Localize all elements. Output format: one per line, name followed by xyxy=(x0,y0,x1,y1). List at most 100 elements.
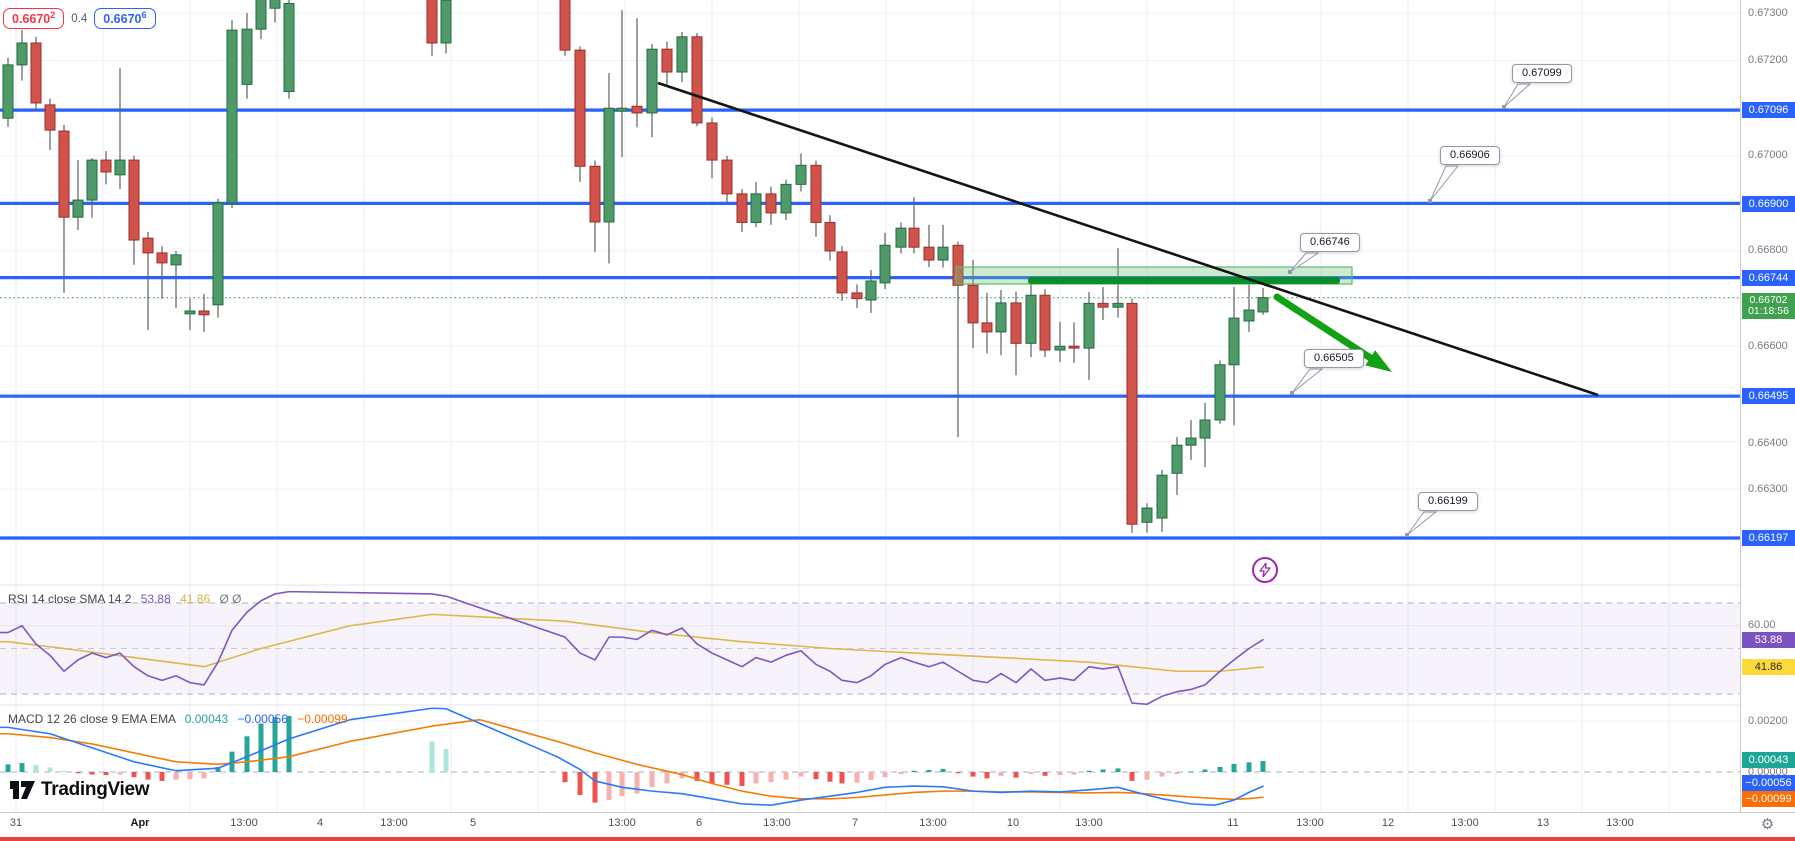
macd-histogram-bar xyxy=(429,741,435,772)
sell-price-pip: 2 xyxy=(50,10,56,20)
macd-histogram-bar xyxy=(970,772,976,777)
time-axis-label: 13:00 xyxy=(1296,817,1324,829)
macd-histogram-bar xyxy=(1042,772,1048,776)
rsi-legend[interactable]: RSI 14 close SMA 14 2 53.88 41.86 Ø Ø xyxy=(8,592,242,606)
series-line xyxy=(0,613,1264,673)
time-axis-label: Apr xyxy=(130,817,150,829)
macd-histogram-bar xyxy=(882,772,888,778)
series-line xyxy=(0,718,1264,801)
macd-histogram-bar xyxy=(649,772,655,788)
candles xyxy=(2,0,1269,533)
spread-value: 0.4 xyxy=(71,12,88,25)
price-axis-label: 0.66600 xyxy=(1748,340,1788,352)
macd-histogram-bar xyxy=(1115,768,1121,772)
tradingview-logo-icon xyxy=(10,781,35,799)
macd-histogram-bar xyxy=(1057,772,1063,776)
price-badge-0.67096: 0.67096 xyxy=(1742,102,1795,118)
rsi-axis-label: 60.00 xyxy=(1748,619,1776,631)
macd-histogram-bar xyxy=(187,772,193,780)
price-callout-0.66199[interactable]: 0.66199 xyxy=(1418,492,1478,511)
time-axis-label: 13:00 xyxy=(763,817,791,829)
macd-histogram-bar xyxy=(5,764,11,772)
series-line xyxy=(0,590,1264,706)
tradingview-logo[interactable]: TradingView xyxy=(10,779,150,801)
sell-price-button[interactable]: 0.66702 xyxy=(3,8,65,30)
macd-histogram-bar xyxy=(1174,772,1180,775)
bottom-red-divider xyxy=(0,837,1795,841)
price-callout-0.66746[interactable]: 0.66746 xyxy=(1300,233,1360,252)
macd-histogram-bar xyxy=(1144,772,1150,780)
time-axis-label: 13:00 xyxy=(1451,817,1479,829)
macd-histogram-bar xyxy=(1086,770,1092,772)
macd-histogram-bar xyxy=(1217,766,1223,772)
price-callout-0.66906[interactable]: 0.66906 xyxy=(1440,146,1500,165)
bearish-arrow-head xyxy=(1365,350,1392,372)
series-line xyxy=(0,707,1264,806)
gear-icon[interactable]: ⚙ xyxy=(1760,816,1775,833)
macd-histogram-bar xyxy=(739,772,745,787)
macd-histogram-bar xyxy=(783,772,789,780)
descending-trendline[interactable] xyxy=(657,81,1599,397)
macd-histogram-bar xyxy=(984,772,990,779)
macd-histogram-bar xyxy=(898,772,904,775)
macd-histogram-bar xyxy=(827,772,833,782)
macd-histogram-bar xyxy=(634,772,640,794)
macd-histogram-bar xyxy=(868,772,874,781)
price-axis-label: 0.66800 xyxy=(1748,244,1788,256)
time-axis-label: 13:00 xyxy=(919,817,947,829)
buy-price-button[interactable]: 0.66706 xyxy=(94,8,156,30)
macd-axis-label: 0.00200 xyxy=(1748,715,1788,727)
macd-histogram-bar xyxy=(244,736,250,772)
macd-histogram-bar xyxy=(61,770,67,772)
macd-histogram-bar xyxy=(619,772,625,797)
macd-histogram-bar xyxy=(940,768,946,772)
macd-histogram-bar xyxy=(173,772,179,780)
macd-hist-value: 0.00043 xyxy=(184,712,229,726)
macd-histogram-bar xyxy=(798,772,804,777)
time-axis-label: 10 xyxy=(1006,817,1020,829)
time-axis-label: 13:00 xyxy=(380,817,408,829)
macd-histogram-bar xyxy=(145,772,151,780)
macd-histogram-bar xyxy=(1028,772,1034,775)
macd-histogram-bar xyxy=(955,772,961,774)
price-axis[interactable]: 0.67300 0.67200 0.67000 0.66800 0.66600 0.664… xyxy=(1740,0,1795,812)
macd-histogram-bar xyxy=(1071,772,1077,775)
price-callout-0.67099[interactable]: 0.67099 xyxy=(1512,64,1572,83)
time-axis-label: 12 xyxy=(1381,817,1395,829)
macd-histogram-bar xyxy=(33,764,39,772)
zone-thick-line[interactable] xyxy=(1028,277,1340,284)
current-price-value: 0.66702 xyxy=(1749,294,1788,306)
price-axis-label: 0.67300 xyxy=(1748,7,1788,19)
quote-widget: 0.66702 0.4 0.66706 xyxy=(3,8,156,30)
macd-histogram-bar xyxy=(159,772,165,781)
macd-histogram-bar xyxy=(1159,772,1165,777)
chart-canvas[interactable] xyxy=(0,0,1740,812)
lightning-icon[interactable] xyxy=(1252,557,1278,583)
macd-histogram-bar xyxy=(47,767,53,772)
macd-legend[interactable]: MACD 12 26 close 9 EMA EMA 0.00043 −0.00… xyxy=(8,712,348,726)
price-badge-0.66197: 0.66197 xyxy=(1742,530,1795,546)
price-badge-0.00043: 0.00043 xyxy=(1742,752,1795,768)
macd-histogram-bar xyxy=(215,766,221,772)
tradingview-logo-text: TradingView xyxy=(41,779,150,800)
macd-histogram-bar xyxy=(1013,772,1019,778)
macd-histogram-bar xyxy=(839,772,845,784)
macd-histogram-bar xyxy=(89,772,95,775)
macd-histogram-bar xyxy=(709,772,715,784)
macd-histogram-bar xyxy=(592,772,598,803)
macd-histogram-bar xyxy=(664,772,670,784)
rsi-legend-title: RSI 14 close SMA 14 2 xyxy=(8,592,132,606)
time-axis-label: 7 xyxy=(851,817,859,829)
macd-histogram-bar xyxy=(768,772,774,783)
macd-histogram-bar xyxy=(694,772,700,781)
price-badge-53.88: 53.88 xyxy=(1742,632,1795,648)
macd-histogram-bar xyxy=(443,749,449,772)
macd-histogram-bar xyxy=(1260,761,1266,772)
macd-legend-title: MACD 12 26 close 9 EMA EMA xyxy=(8,712,176,726)
time-axis[interactable] xyxy=(0,812,1795,837)
macd-histogram-bar xyxy=(19,763,25,772)
price-badge-−0.00056: −0.00056 xyxy=(1742,775,1795,791)
price-callout-0.66505[interactable]: 0.66505 xyxy=(1304,349,1364,368)
time-axis-label: 6 xyxy=(695,817,703,829)
